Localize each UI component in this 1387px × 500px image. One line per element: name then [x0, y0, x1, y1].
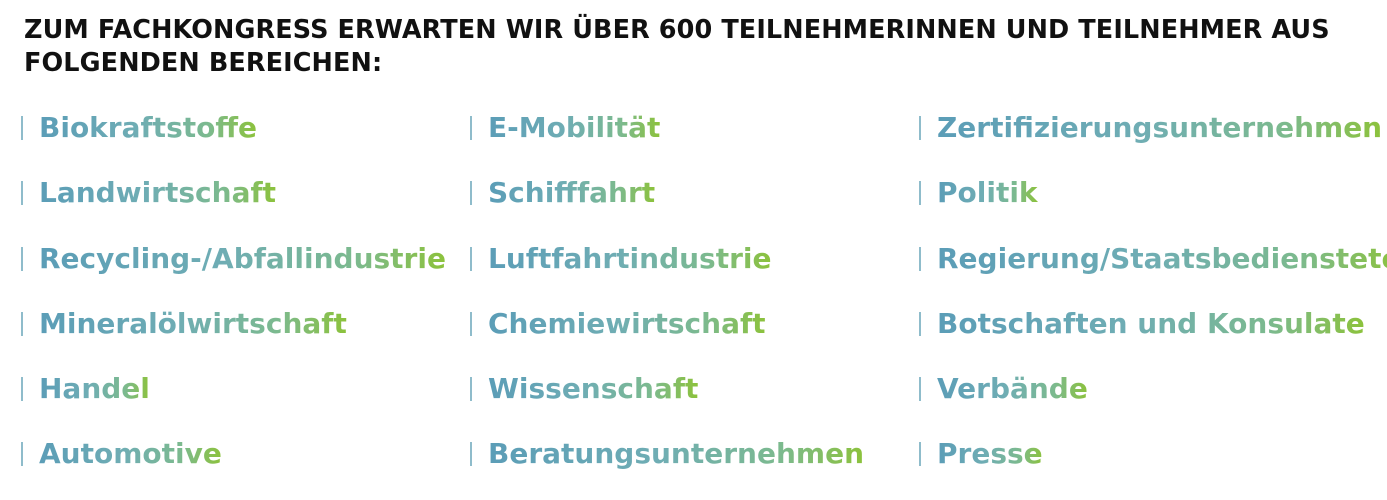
divider-bar: [21, 442, 23, 467]
sector-item: Recycling-/Abfallindustrie: [21, 239, 470, 279]
divider-bar: [21, 246, 23, 271]
divider-bar: [919, 116, 921, 140]
sector-label: Mineralölwirtschaft: [39, 304, 347, 344]
divider-bar: [919, 181, 921, 206]
divider-bar: [470, 246, 472, 271]
sector-item: Wissenschaft: [470, 369, 919, 409]
page-heading: ZUM FACHKONGRESS ERWARTEN WIR ÜBER 600 T…: [24, 15, 1330, 78]
divider-bar: [919, 442, 921, 467]
divider-bar: [919, 311, 921, 336]
sector-grid: Biokraftstoffe E-Mobilität Zertifizierun…: [21, 108, 1387, 500]
divider-bar: [470, 116, 472, 140]
divider-bar: [919, 377, 921, 402]
divider-bar: [21, 181, 23, 206]
sector-label: Automotive: [39, 434, 222, 474]
sector-label: Zertifizierungsunternehmen: [937, 108, 1382, 148]
divider-bar: [470, 442, 472, 467]
sector-label: Beratungsunternehmen: [488, 434, 864, 474]
sector-item: Botschaften und Konsulate: [919, 304, 1371, 344]
sector-item: Handel: [21, 369, 470, 409]
sector-label: Handel: [39, 369, 150, 409]
sector-label: Landwirtschaft: [39, 173, 276, 213]
sector-label: Wissenschaft: [488, 369, 698, 409]
sector-label: Politik: [937, 173, 1038, 213]
divider-bar: [21, 377, 23, 402]
sector-item: Luftfahrtindustrie: [470, 239, 919, 279]
sector-label: Recycling-/Abfallindustrie: [39, 239, 446, 279]
divider-bar: [21, 311, 23, 336]
sector-item: Mineralölwirtschaft: [21, 304, 470, 344]
sector-item: Presse: [919, 434, 1371, 474]
sector-label: Luftfahrtindustrie: [488, 239, 772, 279]
sector-label: Biokraftstoffe: [39, 108, 257, 148]
sector-item: E-Mobilität: [470, 108, 919, 148]
sector-item: Zertifizierungsunternehmen: [919, 108, 1382, 148]
sector-label: Regierung/Staatsbedienstete: [937, 239, 1387, 279]
sector-label: Chemiewirtschaft: [488, 304, 766, 344]
sector-item: Schifffahrt: [470, 173, 919, 213]
divider-bar: [470, 181, 472, 206]
sector-item: Landwirtschaft: [21, 173, 470, 213]
divider-bar: [919, 246, 921, 271]
sector-item: Chemiewirtschaft: [470, 304, 919, 344]
sector-item: Automotive: [21, 434, 470, 474]
divider-bar: [21, 116, 23, 140]
divider-bar: [470, 377, 472, 402]
sector-label: E-Mobilität: [488, 108, 660, 148]
sector-item: Verbände: [919, 369, 1371, 409]
sector-item: Beratungsunternehmen: [470, 434, 919, 474]
sector-label: Botschaften und Konsulate: [937, 304, 1365, 344]
sector-item: Politik: [919, 173, 1371, 213]
sector-label: Presse: [937, 434, 1043, 474]
sector-label: Schifffahrt: [488, 173, 655, 213]
divider-bar: [470, 311, 472, 336]
sector-label: Verbände: [937, 369, 1088, 409]
sector-item: Biokraftstoffe: [21, 108, 470, 148]
sector-item: Regierung/Staatsbedienstete: [919, 239, 1387, 279]
